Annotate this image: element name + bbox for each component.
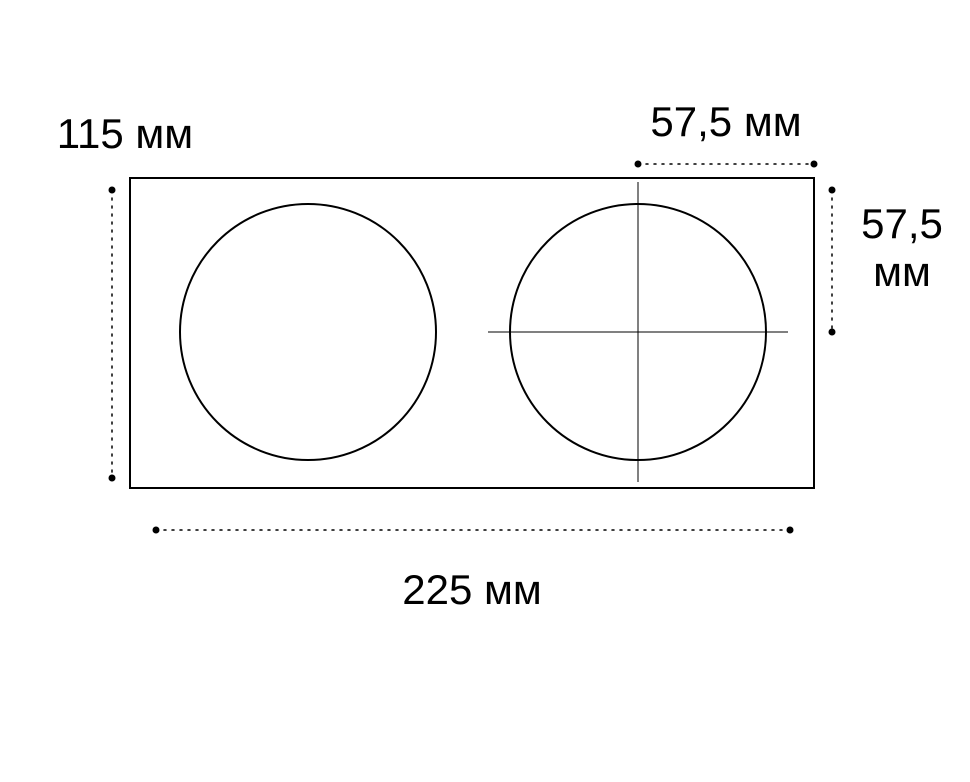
dim-dot-height_left-0 <box>109 187 116 194</box>
dim-label-offset_x_top: 57,5 мм <box>650 98 801 145</box>
dim-label-width_bottom: 225 мм <box>402 566 542 613</box>
dim-dot-offset_y_right-1 <box>829 329 836 336</box>
dim-dot-width_bottom-0 <box>153 527 160 534</box>
dim-label-offset_y_right: 57,5мм <box>861 200 943 295</box>
dim-dot-offset_y_right-0 <box>829 187 836 194</box>
dim-dot-width_bottom-1 <box>787 527 794 534</box>
dim-dot-offset_x_top-1 <box>811 161 818 168</box>
dim-label-height_left: 115 мм <box>57 110 193 157</box>
dim-dot-height_left-1 <box>109 475 116 482</box>
dim-dot-offset_x_top-0 <box>635 161 642 168</box>
